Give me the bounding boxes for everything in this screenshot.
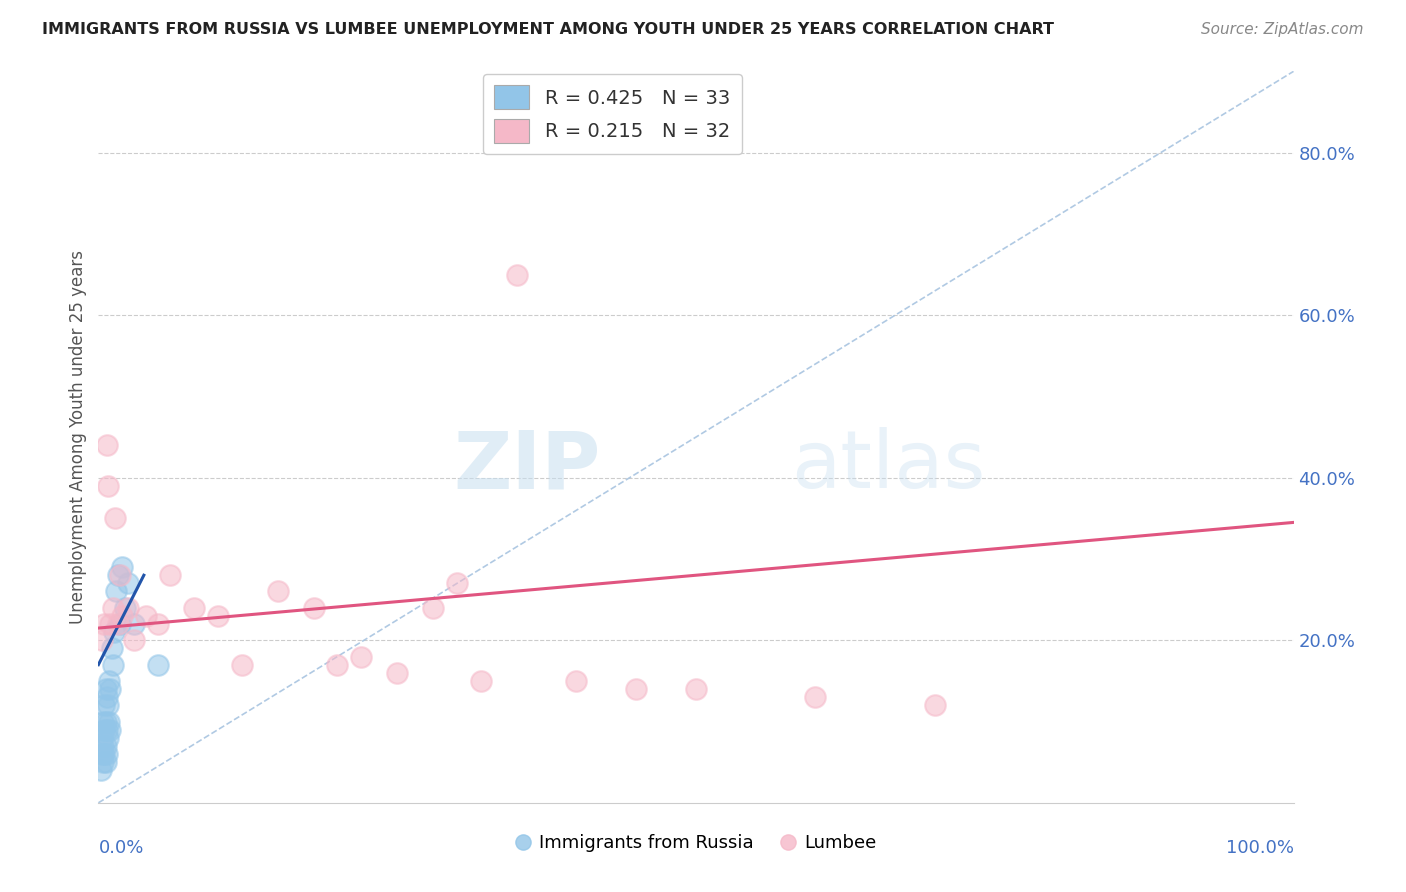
Point bbox=[124, 617, 146, 632]
Point bbox=[148, 617, 170, 632]
Point bbox=[117, 576, 139, 591]
Point bbox=[446, 576, 468, 591]
Point bbox=[422, 600, 444, 615]
Point bbox=[565, 673, 588, 688]
Text: ZIP: ZIP bbox=[453, 427, 600, 506]
Point bbox=[98, 723, 122, 737]
Point bbox=[101, 657, 124, 672]
Point bbox=[98, 617, 122, 632]
Point bbox=[97, 479, 120, 493]
Point bbox=[114, 600, 136, 615]
Point bbox=[94, 714, 117, 729]
Point bbox=[302, 600, 325, 615]
Point bbox=[93, 698, 115, 713]
Point bbox=[183, 600, 205, 615]
Y-axis label: Unemployment Among Youth under 25 years: Unemployment Among Youth under 25 years bbox=[69, 250, 87, 624]
Point bbox=[267, 584, 290, 599]
Legend: Immigrants from Russia, Lumbee: Immigrants from Russia, Lumbee bbox=[509, 827, 883, 860]
Point bbox=[101, 600, 124, 615]
Point bbox=[108, 568, 131, 582]
Point bbox=[804, 690, 827, 705]
Point bbox=[98, 673, 121, 688]
Point bbox=[350, 649, 373, 664]
Point bbox=[111, 608, 134, 623]
Point bbox=[107, 568, 129, 582]
Point bbox=[104, 511, 127, 525]
Point bbox=[100, 641, 122, 656]
Point bbox=[98, 714, 121, 729]
Point bbox=[96, 723, 118, 737]
Point bbox=[135, 608, 157, 623]
Point bbox=[326, 657, 349, 672]
Point bbox=[103, 625, 125, 640]
Point bbox=[470, 673, 492, 688]
Point bbox=[94, 681, 117, 696]
Point bbox=[117, 600, 139, 615]
Point bbox=[94, 755, 117, 769]
Point bbox=[105, 584, 128, 599]
Point bbox=[93, 723, 115, 737]
Point bbox=[90, 764, 112, 778]
Text: atlas: atlas bbox=[792, 427, 986, 506]
Point bbox=[124, 633, 146, 648]
Text: IMMIGRANTS FROM RUSSIA VS LUMBEE UNEMPLOYMENT AMONG YOUTH UNDER 25 YEARS CORRELA: IMMIGRANTS FROM RUSSIA VS LUMBEE UNEMPLO… bbox=[42, 22, 1054, 37]
Point bbox=[91, 633, 114, 648]
Point bbox=[506, 268, 529, 282]
Point bbox=[626, 681, 648, 696]
Point bbox=[91, 714, 114, 729]
Point bbox=[98, 681, 122, 696]
Point bbox=[108, 617, 131, 632]
Point bbox=[385, 665, 409, 680]
Point bbox=[93, 617, 115, 632]
Text: 100.0%: 100.0% bbox=[1226, 839, 1294, 857]
Point bbox=[91, 747, 114, 761]
Point bbox=[94, 739, 117, 753]
Point bbox=[159, 568, 181, 582]
Point bbox=[97, 698, 120, 713]
Text: Source: ZipAtlas.com: Source: ZipAtlas.com bbox=[1201, 22, 1364, 37]
Point bbox=[91, 739, 114, 753]
Point bbox=[111, 560, 134, 574]
Point bbox=[96, 690, 118, 705]
Point bbox=[96, 747, 118, 761]
Point bbox=[148, 657, 170, 672]
Point bbox=[107, 617, 129, 632]
Point bbox=[207, 608, 229, 623]
Point bbox=[685, 681, 707, 696]
Point bbox=[93, 747, 115, 761]
Point bbox=[91, 755, 114, 769]
Point bbox=[924, 698, 946, 713]
Point bbox=[91, 731, 114, 745]
Point bbox=[96, 438, 118, 452]
Text: 0.0%: 0.0% bbox=[98, 839, 143, 857]
Point bbox=[97, 731, 120, 745]
Point bbox=[231, 657, 253, 672]
